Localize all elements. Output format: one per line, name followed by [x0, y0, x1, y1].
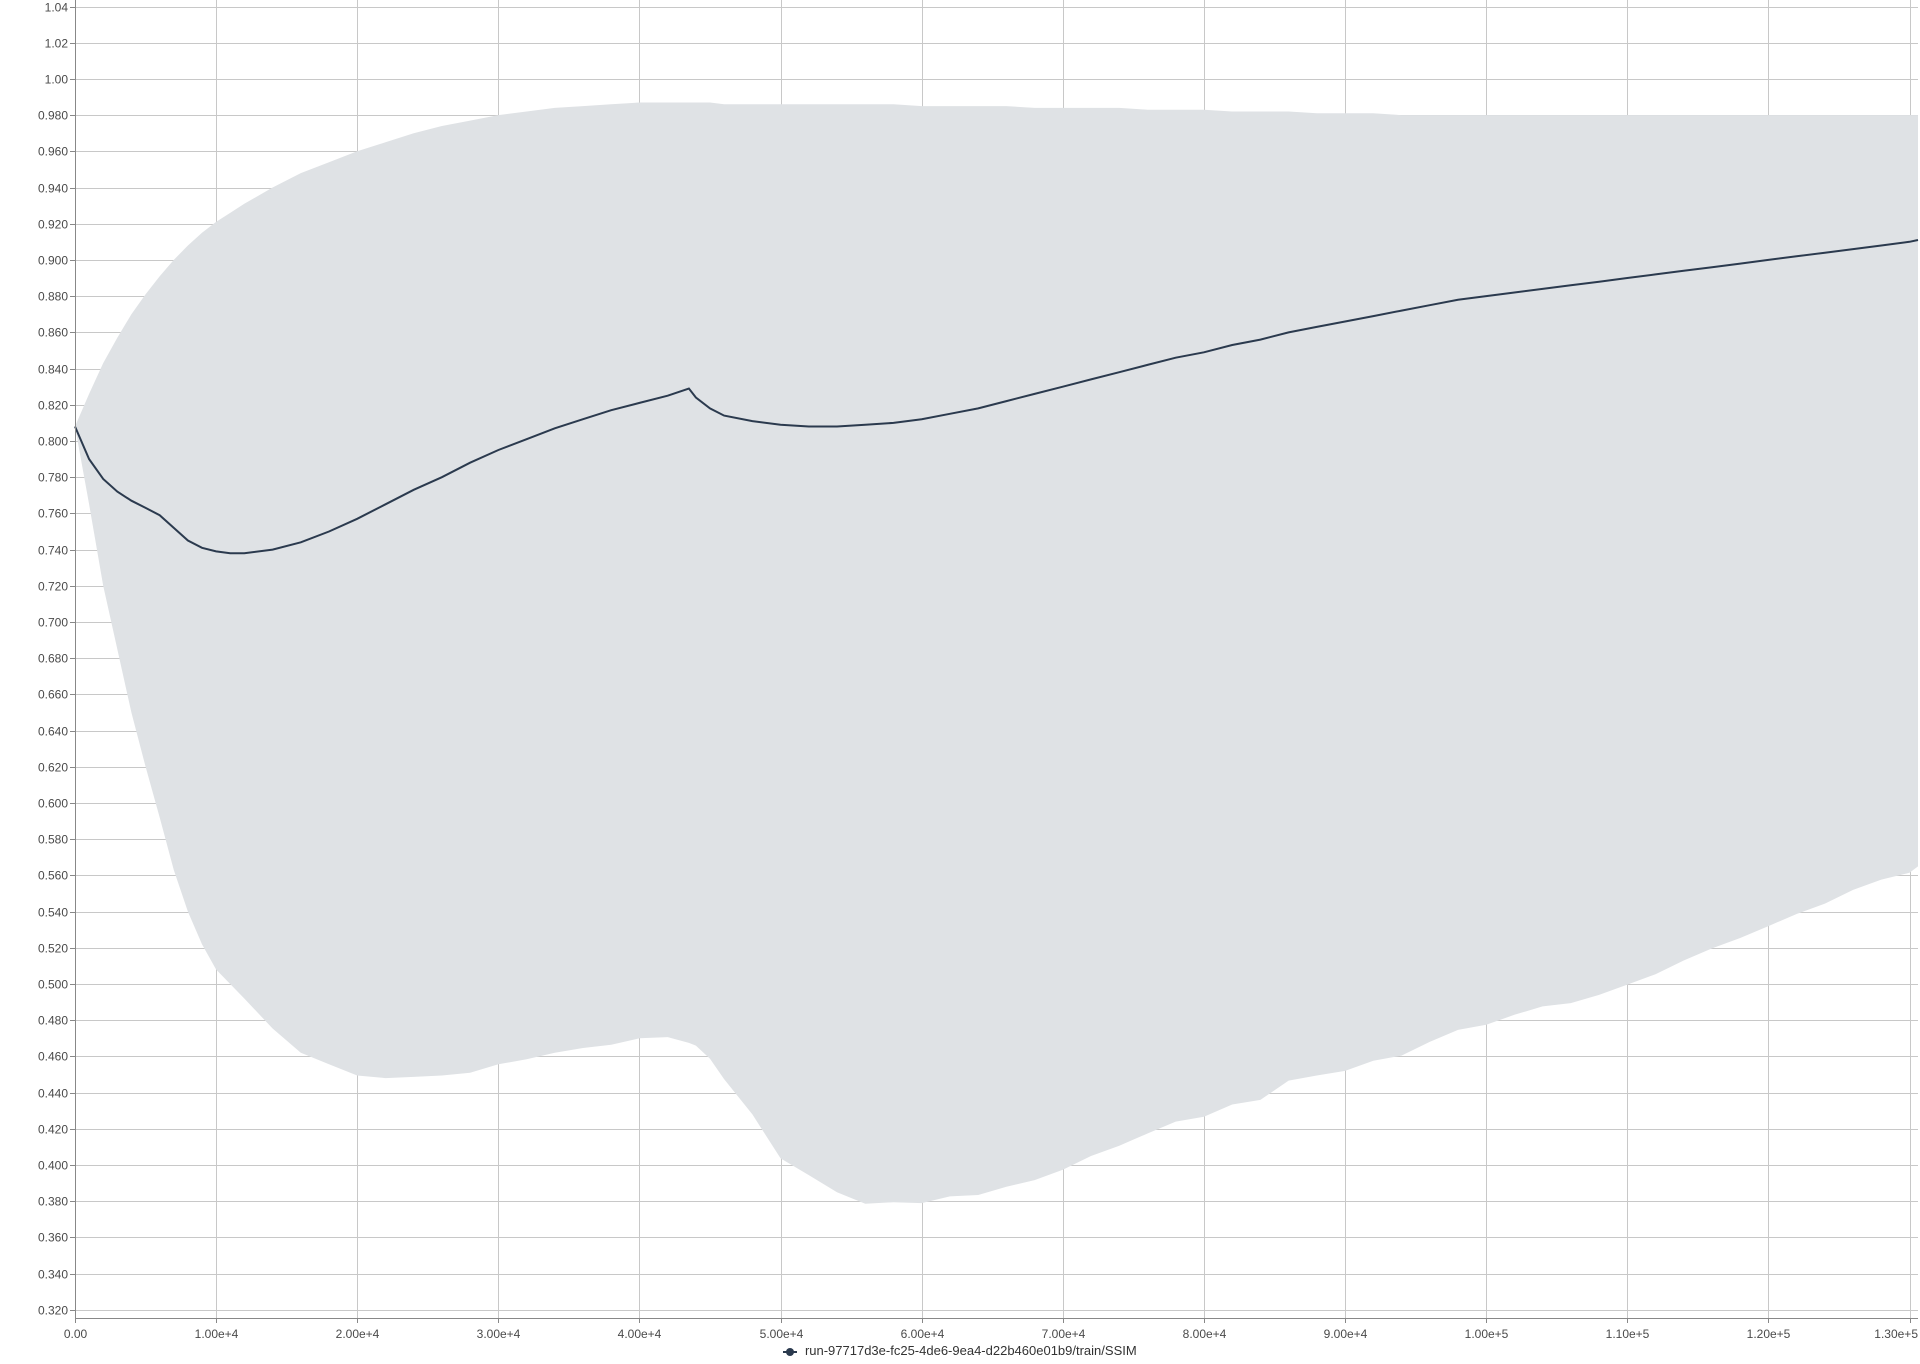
y-tick-label: 0.540 — [38, 906, 68, 920]
y-tick-label: 0.860 — [38, 326, 68, 340]
y-tick-label: 0.520 — [38, 942, 68, 956]
legend-label: run-97717d3e-fc25-4de6-9ea4-d22b460e01b9… — [804, 1343, 1137, 1358]
y-tick-label: 0.960 — [38, 145, 68, 159]
y-tick-label: 0.700 — [38, 616, 68, 630]
y-tick-label: 0.320 — [38, 1304, 68, 1318]
y-tick-label: 0.820 — [38, 399, 68, 413]
series-range-band — [75, 102, 1918, 1204]
y-tick-label: 0.780 — [38, 471, 68, 485]
legend: run-97717d3e-fc25-4de6-9ea4-d22b460e01b9… — [0, 1343, 1920, 1358]
x-tick-label: 8.00e+4 — [1183, 1327, 1227, 1340]
x-tick-label: 7.00e+4 — [1042, 1327, 1086, 1340]
y-tick-label: 0.720 — [38, 580, 68, 594]
y-tick-label: 0.840 — [38, 363, 68, 377]
y-tick-label: 0.500 — [38, 978, 68, 992]
x-tick-label: 1.00e+4 — [195, 1327, 239, 1340]
y-tick-label: 0.920 — [38, 218, 68, 232]
y-tick-label: 0.580 — [38, 833, 68, 847]
y-tick-label: 0.480 — [38, 1014, 68, 1028]
x-tick-label: 9.00e+4 — [1324, 1327, 1368, 1340]
y-tick-label: 0.800 — [38, 435, 68, 449]
y-tick-label: 0.420 — [38, 1123, 68, 1137]
y-tick-label: 0.740 — [38, 544, 68, 558]
legend-marker-icon — [783, 1347, 798, 1357]
y-tick-label: 0.880 — [38, 290, 68, 304]
y-tick-label: 1.00 — [45, 73, 69, 87]
axes: 0.320 0.340 0.360 0.380 0.400 0.420 0.440 0.460… — [38, 0, 1918, 1340]
y-tick-label: 0.680 — [38, 652, 68, 666]
x-tick-label: 1.20e+5 — [1747, 1327, 1791, 1340]
y-tick-label: 0.640 — [38, 725, 68, 739]
x-tick-label: 6.00e+4 — [901, 1327, 945, 1340]
series-line — [74, 239, 1919, 555]
y-tick-label: 0.400 — [38, 1159, 68, 1173]
y-tick-label: 0.360 — [38, 1231, 68, 1245]
y-tick-label: 0.900 — [38, 254, 68, 268]
x-tick-label: 2.00e+4 — [336, 1327, 380, 1340]
y-tick-label: 0.760 — [38, 507, 68, 521]
y-tick-label: 0.380 — [38, 1195, 68, 1209]
x-tick-label: 1.00e+5 — [1465, 1327, 1509, 1340]
x-tick-label: 1.30e+5 — [1874, 1327, 1918, 1340]
x-tick-label: 4.00e+4 — [618, 1327, 662, 1340]
y-tick-label: 0.980 — [38, 109, 68, 123]
x-tick-label: 0.00 — [64, 1327, 88, 1340]
x-tick-label: 5.00e+4 — [760, 1327, 804, 1340]
y-tick-label: 0.940 — [38, 182, 68, 196]
y-tick-label: 0.600 — [38, 797, 68, 811]
x-tick-label: 1.10e+5 — [1606, 1327, 1650, 1340]
y-tick-label: 0.620 — [38, 761, 68, 775]
x-tick-label: 3.00e+4 — [477, 1327, 521, 1340]
y-tick-label: 0.340 — [38, 1268, 68, 1282]
y-tick-label: 0.660 — [38, 688, 68, 702]
y-tick-label: 0.440 — [38, 1087, 68, 1101]
y-tick-label: 1.02 — [45, 37, 69, 51]
y-tick-label: 1.04 — [45, 1, 69, 15]
y-tick-label: 0.460 — [38, 1050, 68, 1064]
y-tick-label: 0.560 — [38, 869, 68, 883]
